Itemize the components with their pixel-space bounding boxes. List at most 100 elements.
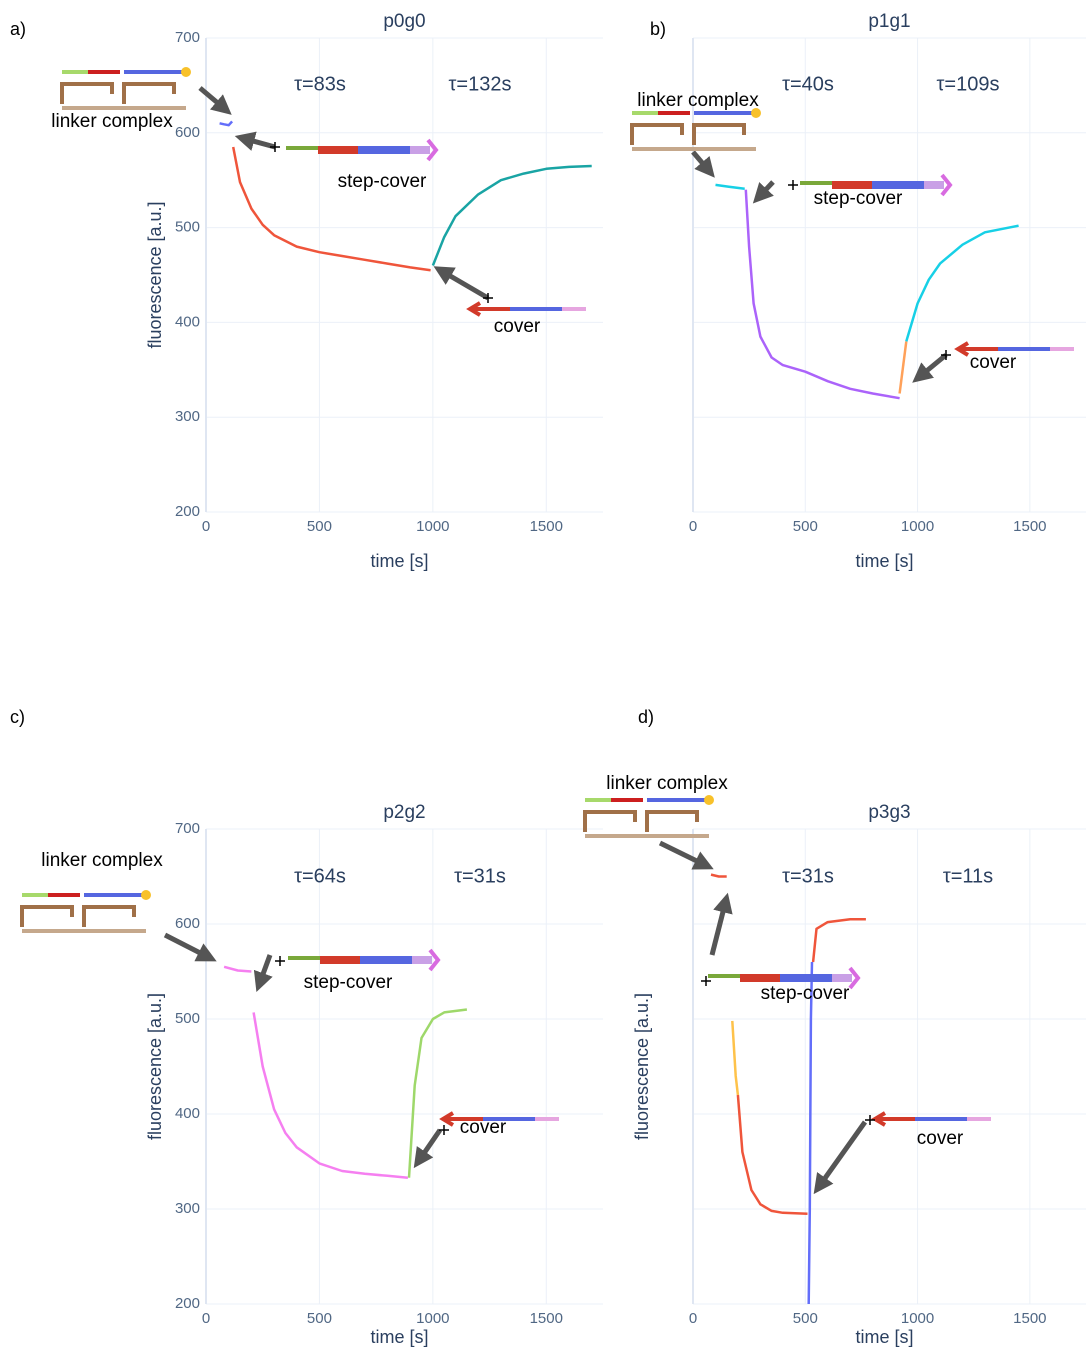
panel-label: d) [638,707,654,727]
icon-strand [88,70,120,74]
icon-sun [751,108,761,118]
x-tick-label: 1000 [901,518,934,535]
panel-label: b) [650,19,666,39]
y-tick-label: 700 [175,29,200,46]
annotation: cover [460,1117,507,1138]
icon-strand [22,893,48,897]
plus-sign [270,142,280,152]
icon-strand [740,974,780,982]
plus-sign [941,350,951,360]
icon-sun [704,795,714,805]
tau-label: τ=31s [782,865,834,887]
icon-strand [22,929,146,933]
data-line [807,961,814,1305]
chart-title: p0g0 [383,11,425,32]
annotation: cover [917,1128,964,1149]
x-tick-label: 0 [689,518,697,535]
data-line [223,965,252,973]
icon-strand [800,181,832,185]
plus-sign [788,180,798,190]
icon-strand [470,307,510,311]
x-tick-label: 500 [307,518,332,535]
data-line [431,164,592,266]
tau-label: τ=11s [943,865,993,887]
annotation: linker complex [51,111,173,132]
icon-strand [875,1117,915,1121]
x-tick-label: 500 [307,1310,332,1327]
y-tick-label: 300 [175,1200,200,1217]
plus-sign [275,956,285,966]
y-tick-label: 600 [175,915,200,932]
icon-strand [694,111,752,115]
x-tick-label: 500 [793,1310,818,1327]
x-axis-title: time [s] [370,1327,428,1347]
icon-strand [647,798,705,802]
icon-strand [708,974,740,978]
icon-arrow [20,905,136,927]
x-axis-title: time [s] [855,1327,913,1347]
tau-label: τ=40s [782,73,834,95]
icon-strand [832,181,872,189]
plus-sign [701,976,711,986]
icon-strand [998,347,1050,351]
icon-strand [632,147,756,151]
data-line [710,873,727,878]
plus-sign [439,1125,449,1135]
y-tick-label: 700 [175,820,200,837]
chart-title: p1g1 [868,11,910,32]
icon-strand [958,347,998,351]
y-tick-label: 200 [175,503,200,520]
icon-head [426,138,439,162]
plus-sign [483,293,493,303]
icon-arrow [60,82,176,104]
x-tick-label: 1500 [1013,518,1046,535]
icon-strand [1050,347,1074,351]
annotation-arrow [912,353,948,383]
tau-label: τ=132s [449,73,512,95]
icon-strand [658,111,690,115]
x-tick-label: 0 [202,518,210,535]
icon-strand [288,956,320,960]
tau-label: τ=109s [937,73,1000,95]
y-tick-label: 300 [175,408,200,425]
icon-strand [62,106,186,110]
icon-strand [535,1117,559,1121]
data-line [744,189,900,400]
icon-strand [320,956,360,964]
y-axis-title: fluorescence [a.u.] [145,201,165,348]
annotation: step-cover [338,171,427,192]
x-axis-title: time [s] [855,551,913,571]
annotation-arrow [253,954,273,993]
annotation-arrow [709,892,733,956]
annotation-arrow [163,932,217,962]
tau-label: τ=64s [294,865,346,887]
icon-head [848,966,861,990]
icon-head [428,948,441,972]
data-line [736,1094,808,1216]
x-axis-title: time [s] [370,551,428,571]
icon-arrow [583,810,699,832]
icon-sun [141,890,151,900]
data-line [731,1020,740,1096]
y-tick-label: 600 [175,124,200,141]
icon-strand [318,146,358,154]
icon-strand [562,307,586,311]
icon-strand [915,1117,967,1121]
icon-strand [483,1117,535,1121]
annotation-arrow [658,840,714,870]
icon-strand [443,1117,483,1121]
tau-label: τ=31s [454,865,506,887]
x-tick-label: 1500 [1013,1310,1046,1327]
chart-title: p3g3 [868,802,910,823]
icon-strand [611,798,643,802]
y-tick-label: 200 [175,1295,200,1312]
icon-strand [780,974,832,982]
annotation: step-cover [304,972,393,993]
x-tick-label: 1000 [416,1310,449,1327]
annotation-arrow [198,86,232,115]
tau-label: τ=83s [294,73,346,95]
icon-sun [181,67,191,77]
annotation: cover [494,316,541,337]
icon-strand [585,798,611,802]
annotation: step-cover [761,983,850,1004]
